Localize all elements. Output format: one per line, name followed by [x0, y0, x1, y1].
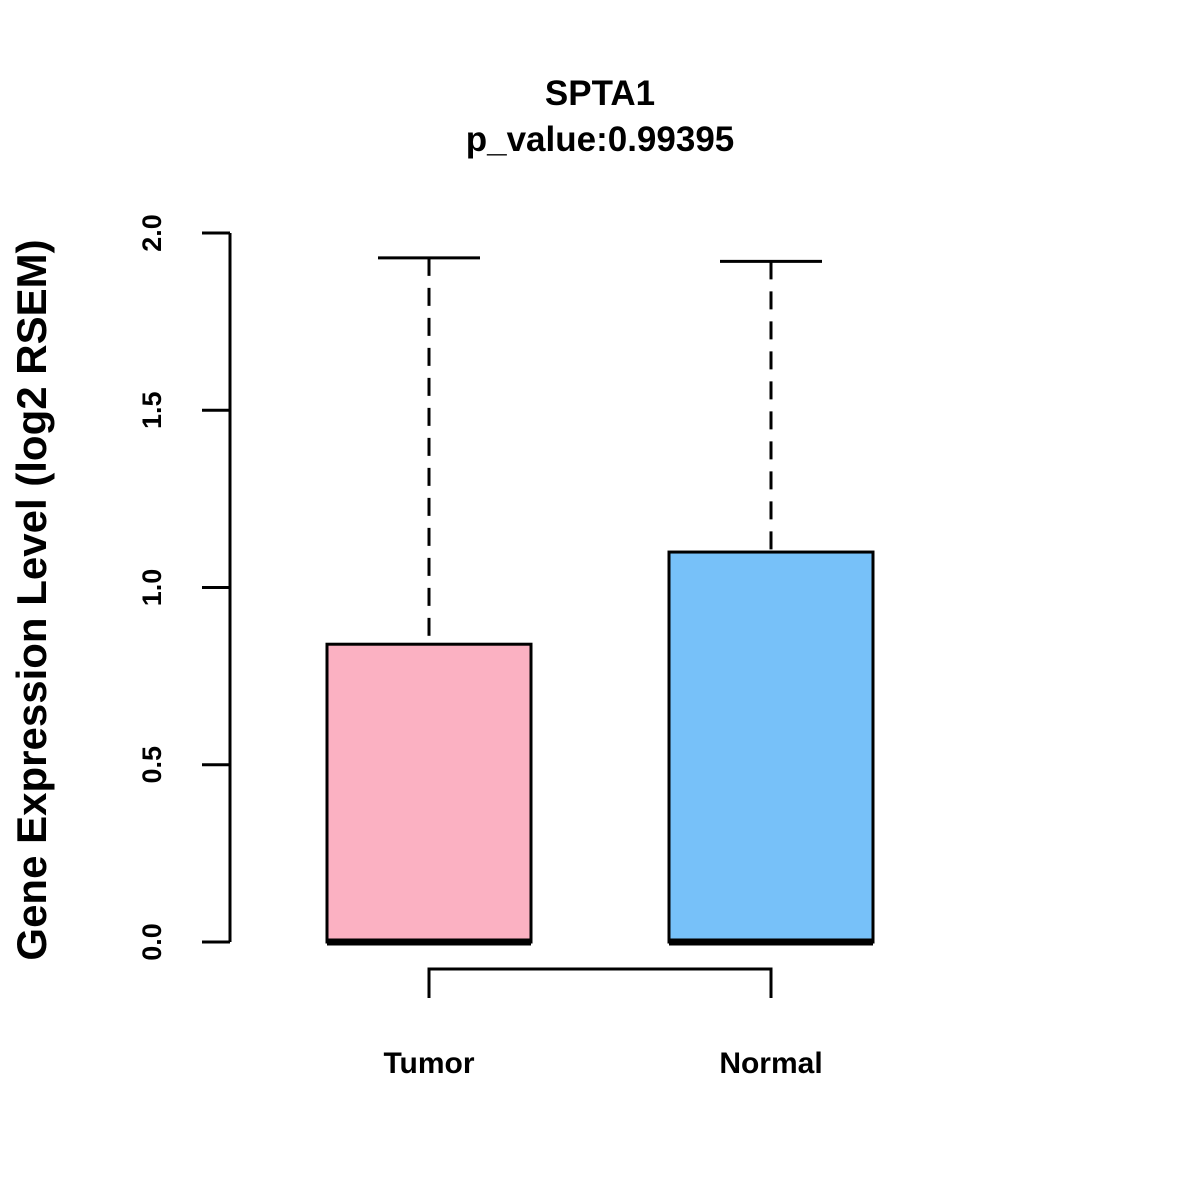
- y-tick-label: 2.0: [137, 214, 167, 252]
- box-tumor: [325, 642, 533, 944]
- y-tick-label: 1.5: [137, 391, 167, 429]
- y-tick-label: 0.0: [137, 923, 167, 961]
- box-normal: [667, 550, 875, 944]
- chart-subtitle: p_value:0.99395: [466, 120, 735, 159]
- x-tick-label: Tumor: [383, 1047, 474, 1080]
- y-tick-label: 0.5: [137, 746, 167, 784]
- y-axis-ticks: 0.0 0.5 1.0 1.5 2.0: [137, 214, 230, 961]
- chart-title: SPTA1: [545, 74, 655, 113]
- y-tick-label: 1.0: [137, 569, 167, 607]
- x-axis-labels: Tumor Normal: [383, 1047, 822, 1080]
- y-axis-label: Gene Expression Level (log2 RSEM): [8, 239, 55, 960]
- comparison-bracket: [427, 967, 773, 998]
- bracket-line: [427, 967, 773, 998]
- boxes-group: [325, 256, 875, 946]
- x-tick-label: Normal: [719, 1047, 822, 1080]
